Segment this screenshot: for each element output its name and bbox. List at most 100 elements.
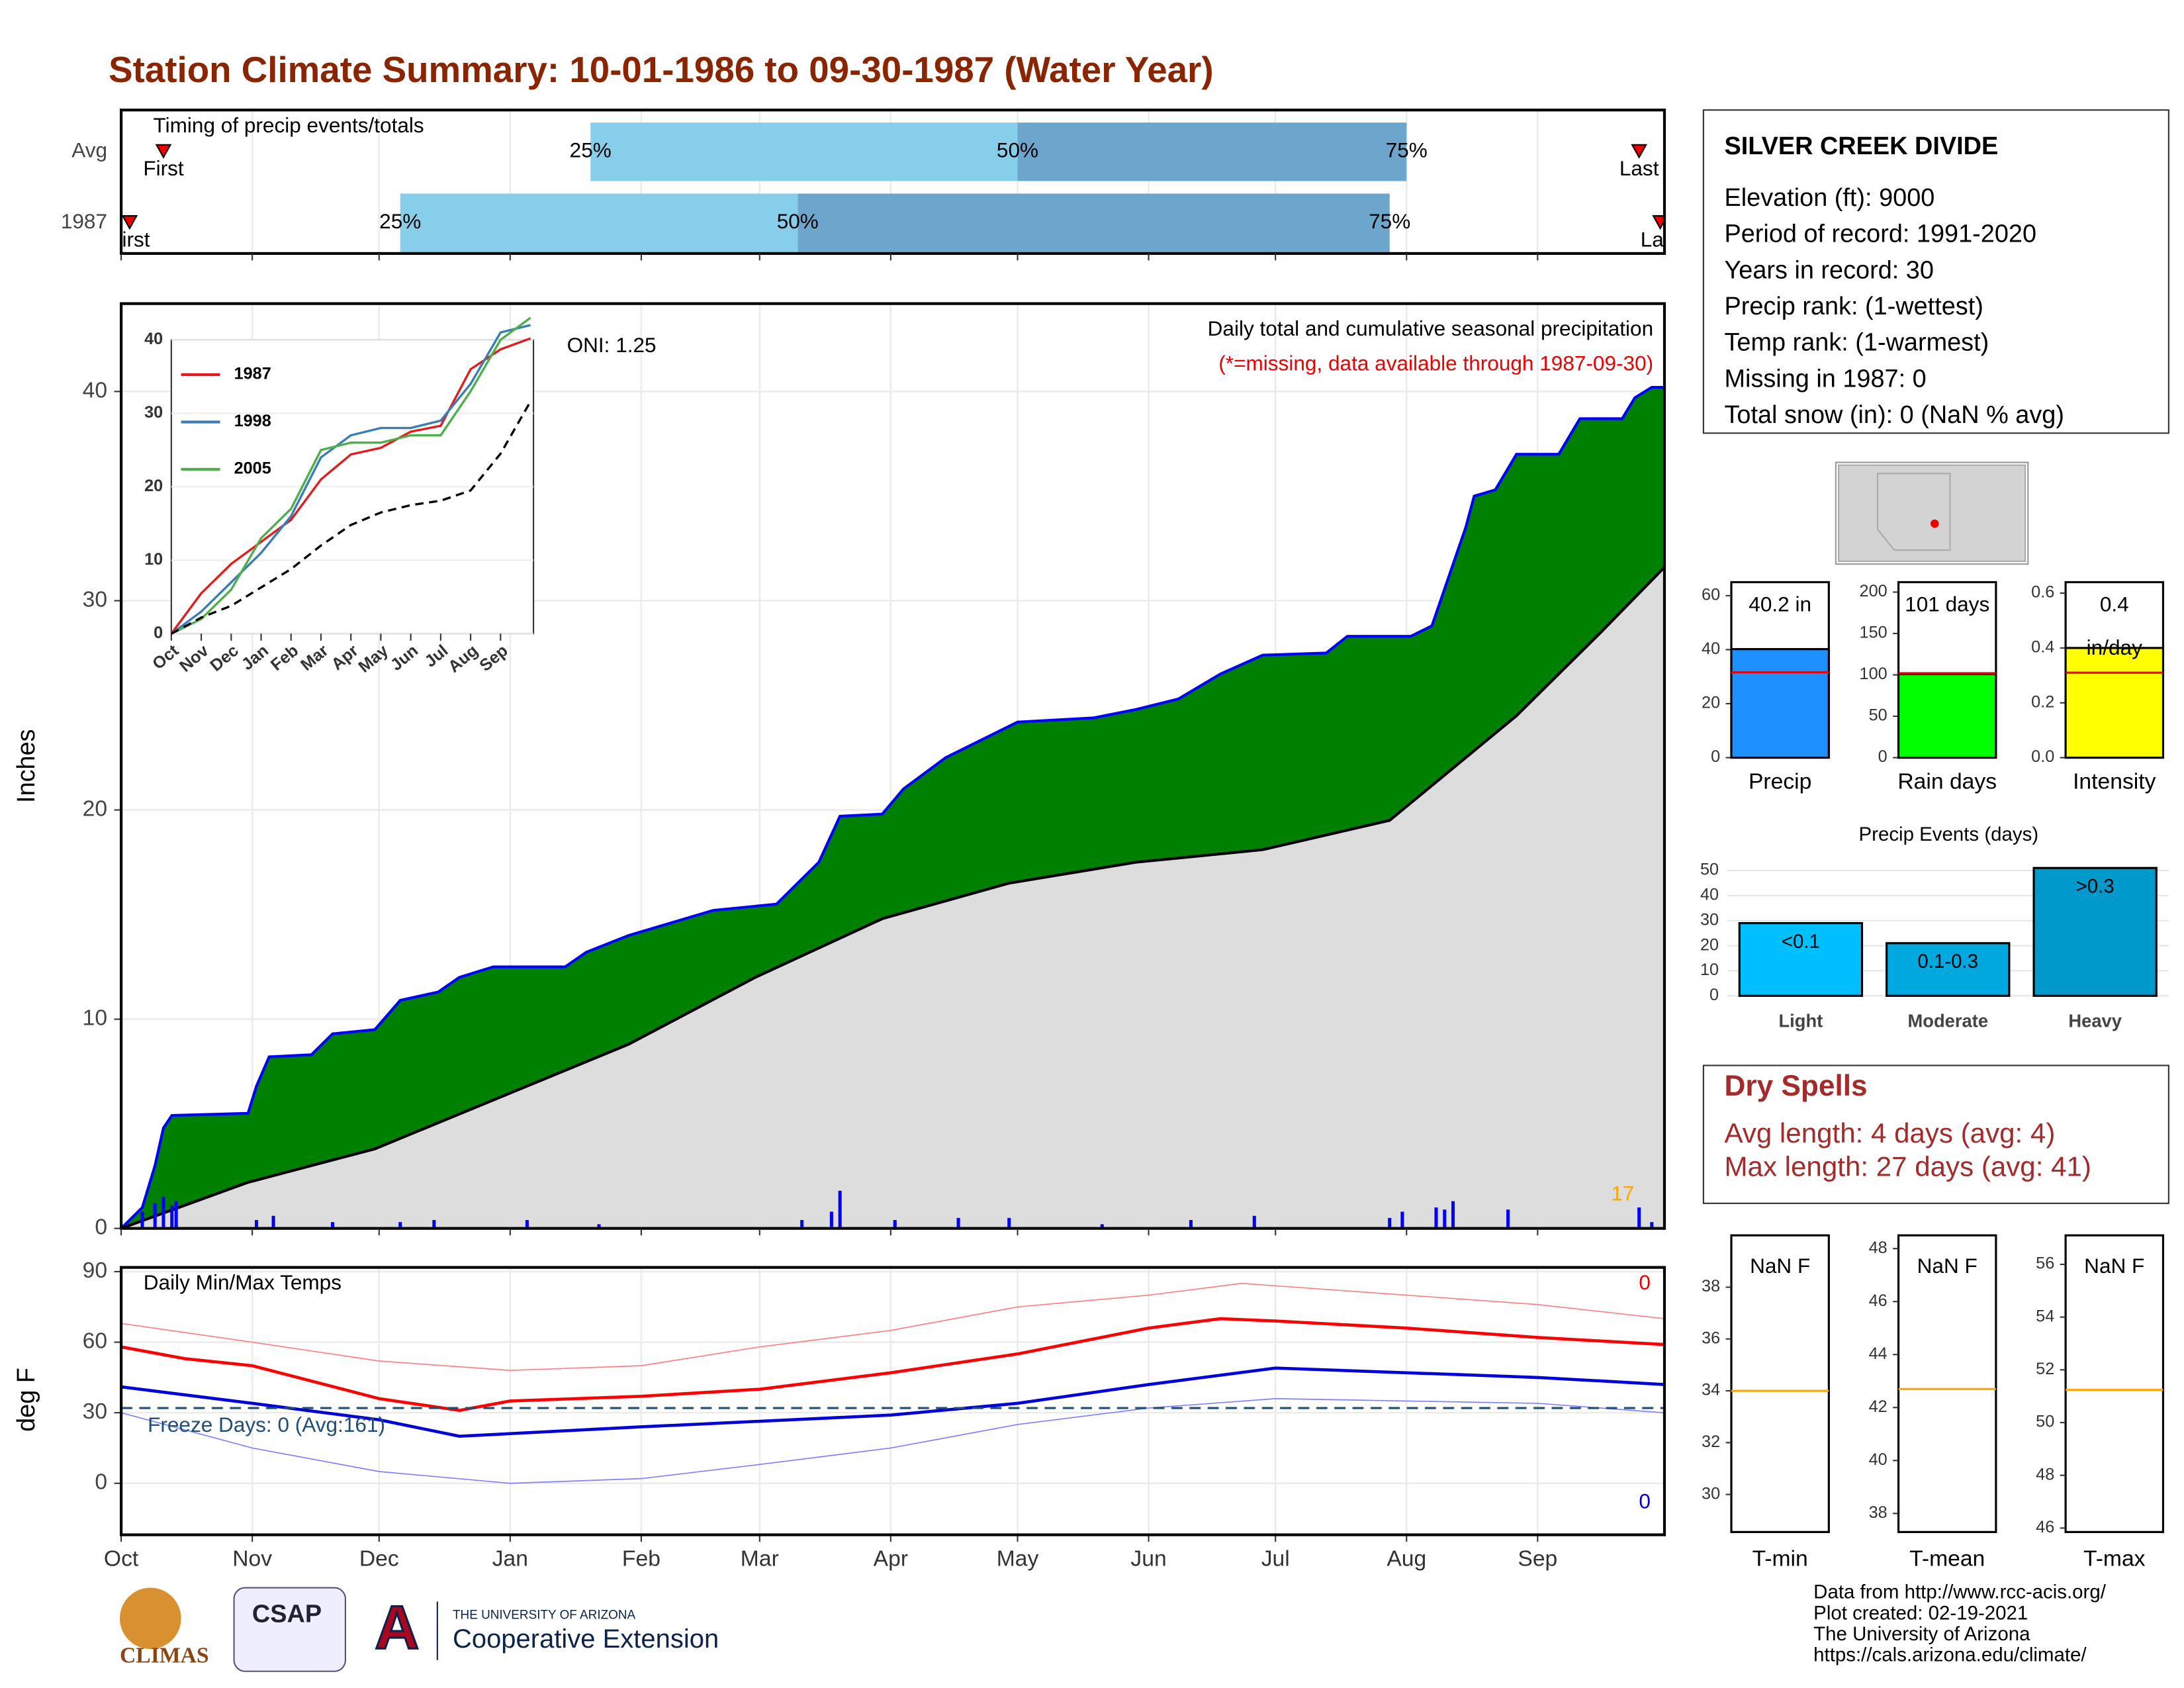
station-line: Elevation (ft): 9000 [1724, 184, 1934, 212]
inset-line [170, 324, 531, 635]
daily-bar [1100, 1224, 1104, 1229]
page-title: Station Climate Summary: 10-01-1986 to 0… [109, 49, 1213, 90]
q50-q75-bar [797, 193, 1390, 252]
y-tick-label: 46 [1869, 1291, 1888, 1310]
events-title: Precip Events (days) [1859, 823, 2039, 845]
daily-bar [1007, 1217, 1011, 1229]
daily-bar [170, 1205, 174, 1229]
inset-line [171, 400, 531, 635]
first-label: First [143, 156, 184, 180]
gauge-label: T-max [2083, 1546, 2146, 1571]
daily-bar [956, 1217, 960, 1229]
y-tick-label: 50 [1700, 861, 1719, 879]
last-label: Last [1619, 156, 1659, 180]
daily-bar [174, 1201, 178, 1229]
logo-text: THE UNIVERSITY OF ARIZONA [453, 1609, 636, 1622]
value-label: 101 days [1905, 592, 1989, 616]
value-label: 0.4 [2100, 592, 2129, 616]
y-tick-label: 10 [1700, 961, 1719, 979]
y-tick-label: 0.4 [2031, 638, 2054, 657]
y-tick-label: 0 [1711, 747, 1720, 766]
daily-bar [153, 1203, 157, 1229]
state-map [1835, 461, 2029, 565]
value-label: NaN F [2084, 1254, 2144, 1278]
inset-line [171, 316, 531, 635]
logo-text: CSAP [252, 1601, 322, 1628]
logo-text: A [375, 1593, 419, 1662]
y-tick-label: 0 [95, 1470, 107, 1495]
y-tick-label: 48 [2036, 1465, 2054, 1483]
x-tick-label: May [997, 1546, 1039, 1571]
pct-label: 75% [1386, 138, 1428, 162]
y-tick-label: 34 [1702, 1381, 1720, 1399]
y-tick-label: 60 [1702, 586, 1720, 604]
station-line: Temp rank: (1-warmest) [1724, 329, 1989, 357]
daily-bar [1388, 1217, 1392, 1229]
y-tick-label: 0.6 [2031, 583, 2054, 602]
y-tick-label: 54 [2036, 1307, 2054, 1325]
daily-bar [398, 1222, 402, 1229]
daily-bar [331, 1222, 335, 1229]
dry-title: Dry Spells [1724, 1070, 1867, 1102]
x-tick-label: Oct [104, 1546, 139, 1571]
bar [1738, 921, 1864, 997]
y-tick-label: 100 [1860, 665, 1888, 683]
temp-line [120, 1282, 1665, 1372]
y-tick-label: 48 [1869, 1239, 1888, 1257]
logo-text: Cooperative Extension [453, 1624, 719, 1654]
logo-shape [233, 1587, 346, 1672]
footer-line: Data from http://www.rcc-acis.org/ [1813, 1581, 2107, 1603]
mini-panel [1897, 1234, 1997, 1533]
cumulative-line [120, 385, 1664, 1230]
frame [119, 109, 1666, 256]
daily-bar [140, 1211, 144, 1229]
cumulative-area [121, 567, 1664, 1229]
y-tick-label: 0 [1709, 986, 1719, 1004]
x-tick-label: Mar [741, 1546, 779, 1571]
daily-bar [1506, 1209, 1510, 1229]
y-tick-label: 30 [83, 1399, 107, 1424]
cumulative-line [120, 566, 1666, 1230]
range-label: <0.1 [1782, 931, 1820, 953]
daily-bar [893, 1220, 897, 1229]
x-tick-label: Feb [622, 1546, 660, 1571]
pct-label: 25% [379, 209, 421, 233]
daily-bar [525, 1220, 529, 1229]
inset-line [170, 337, 531, 635]
y-tick-label: 40 [1700, 886, 1719, 904]
temp-line [120, 1317, 1665, 1412]
pct-label: 50% [777, 209, 819, 233]
y-tick-label: 40 [1702, 639, 1720, 658]
max-count: 0 [1639, 1270, 1651, 1294]
first-marker [121, 215, 138, 230]
range-label: >0.3 [2076, 875, 2115, 897]
y-tick-label: 38 [1869, 1503, 1888, 1522]
y-tick-label: 30 [144, 403, 163, 422]
q25-q50-bar [400, 193, 798, 252]
daily-bar [1443, 1209, 1447, 1229]
daily-bar [1650, 1222, 1654, 1229]
mini-panel [1730, 1234, 1830, 1533]
bar [1730, 648, 1830, 759]
y-tick-label: 50 [2036, 1413, 2054, 1431]
gauge-label: T-mean [1909, 1546, 1985, 1571]
note: (*=missing, data available through 1987-… [1218, 352, 1653, 375]
pct-label: 25% [570, 138, 612, 162]
oni: ONI: 1.25 [567, 333, 657, 357]
legend-label: 1987 [234, 365, 271, 383]
temp-line [120, 1398, 1665, 1484]
x-tick-label: Sep [1518, 1546, 1557, 1571]
daily-bar [1451, 1201, 1455, 1229]
x-tick-label: Moderate [1907, 1011, 1988, 1031]
daily-bar [255, 1220, 259, 1229]
y-tick-label: 60 [83, 1329, 107, 1353]
station-line: Missing in 1987: 0 [1724, 365, 1926, 393]
daily-bar [838, 1190, 842, 1229]
y-axis-title: Inches [13, 729, 40, 803]
x-tick-label: Dec [359, 1546, 399, 1571]
y-tick-label: 20 [1702, 694, 1720, 712]
y-tick-label: 44 [1869, 1344, 1888, 1363]
y-tick-label: 0 [1878, 747, 1888, 766]
y-tick-label: 56 [2036, 1254, 2054, 1273]
